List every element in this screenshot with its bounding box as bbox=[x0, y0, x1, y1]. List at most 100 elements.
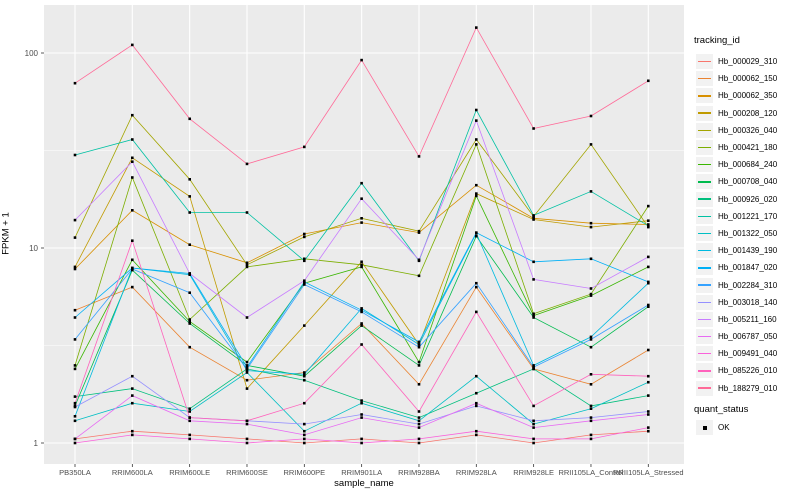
legend-item-Hb_000062_350: Hb_000062_350 bbox=[686, 87, 800, 104]
data-point bbox=[475, 183, 478, 187]
legend-label: Hb_000208_120 bbox=[718, 108, 778, 118]
data-point bbox=[303, 373, 306, 376]
data-point bbox=[73, 316, 77, 319]
legend-item-Hb_188279_010: Hb_188279_010 bbox=[686, 380, 800, 397]
legend-item-Hb_001439_190: Hb_001439_190 bbox=[686, 242, 800, 259]
data-point bbox=[417, 155, 421, 158]
data-point bbox=[475, 285, 478, 289]
data-point bbox=[131, 239, 134, 242]
data-point bbox=[360, 416, 363, 419]
data-point bbox=[360, 307, 363, 310]
legend-key-icon bbox=[696, 208, 713, 224]
data-point bbox=[131, 394, 134, 397]
data-point bbox=[188, 437, 191, 441]
data-point bbox=[73, 267, 77, 271]
legend-key-icon bbox=[696, 363, 713, 379]
data-point bbox=[245, 316, 249, 319]
data-point bbox=[188, 318, 191, 321]
data-point bbox=[589, 404, 593, 408]
data-point bbox=[532, 312, 535, 316]
data-point bbox=[647, 219, 650, 222]
legend-label: Hb_000708_040 bbox=[718, 177, 778, 187]
data-point bbox=[245, 364, 249, 367]
data-point bbox=[73, 218, 77, 222]
data-point bbox=[532, 365, 535, 369]
data-point bbox=[647, 79, 650, 83]
data-point bbox=[647, 280, 650, 284]
x-tick-label-RRII105LA_Stressed: RRII105LA_Stressed bbox=[613, 468, 683, 477]
data-point bbox=[188, 211, 191, 214]
legend-item-Hb_005211_160: Hb_005211_160 bbox=[686, 311, 800, 328]
data-point bbox=[647, 348, 650, 352]
data-point bbox=[245, 441, 249, 445]
legend-label: Hb_000684_240 bbox=[718, 160, 778, 170]
x-tick-label-RRIM928BA: RRIM928BA bbox=[398, 468, 440, 477]
legend-key-icon bbox=[696, 88, 713, 104]
data-point bbox=[73, 308, 77, 312]
data-point bbox=[245, 211, 249, 214]
data-point bbox=[475, 391, 478, 395]
data-point bbox=[360, 441, 363, 445]
data-point bbox=[589, 437, 593, 441]
data-point bbox=[589, 335, 593, 339]
x-tick-label-RRIM928LA: RRIM928LA bbox=[456, 468, 497, 477]
x-tick-label-RRIM901LA: RRIM901LA bbox=[341, 468, 382, 477]
data-point bbox=[475, 119, 478, 122]
data-point bbox=[131, 258, 134, 262]
legend-item-Hb_002284_310: Hb_002284_310 bbox=[686, 276, 800, 293]
data-point bbox=[417, 231, 421, 234]
data-point bbox=[360, 260, 363, 264]
data-point bbox=[647, 303, 650, 307]
data-point bbox=[475, 26, 478, 29]
data-point bbox=[589, 143, 593, 146]
data-point bbox=[360, 401, 363, 405]
data-point bbox=[73, 236, 77, 239]
data-point bbox=[647, 255, 650, 259]
legend-label: Hb_000421_180 bbox=[718, 143, 778, 153]
data-point bbox=[131, 285, 134, 289]
legend-label: Hb_000029_310 bbox=[718, 57, 778, 67]
data-point bbox=[589, 433, 593, 437]
quant-ok-key-icon bbox=[696, 420, 713, 436]
data-point bbox=[360, 221, 363, 224]
legend-items: Hb_000029_310 Hb_000062_150 Hb_000062_350 H… bbox=[686, 53, 800, 397]
data-point bbox=[475, 194, 478, 198]
legend-label: Hb_000062_350 bbox=[718, 91, 778, 101]
legend-key-icon bbox=[696, 243, 713, 259]
data-point bbox=[647, 224, 650, 228]
data-point bbox=[360, 322, 363, 325]
data-point bbox=[647, 380, 650, 384]
legend-key-icon bbox=[696, 260, 713, 276]
data-point bbox=[73, 415, 77, 418]
x-tick-label-RRII105LA_Control: RRII105LA_Control bbox=[558, 468, 623, 477]
legend-key-icon bbox=[696, 380, 713, 396]
data-point bbox=[475, 429, 478, 433]
data-point bbox=[303, 283, 306, 286]
legend-key-icon bbox=[696, 54, 713, 70]
legend-key-icon bbox=[696, 294, 713, 310]
data-point bbox=[303, 324, 306, 327]
legend-item-Hb_009491_040: Hb_009491_040 bbox=[686, 345, 800, 362]
data-point bbox=[360, 265, 363, 269]
data-point bbox=[131, 401, 134, 405]
data-point bbox=[303, 257, 306, 261]
legend-item-Hb_001221_170: Hb_001221_170 bbox=[686, 208, 800, 225]
data-point bbox=[589, 407, 593, 410]
data-point bbox=[417, 437, 421, 441]
legend-label: Hb_000926_020 bbox=[718, 194, 778, 204]
data-point bbox=[245, 422, 249, 426]
data-point bbox=[532, 419, 535, 423]
data-point bbox=[417, 360, 421, 364]
data-point bbox=[475, 401, 478, 405]
data-point bbox=[532, 437, 535, 441]
data-point bbox=[589, 225, 593, 229]
legend-item-Hb_000684_240: Hb_000684_240 bbox=[686, 156, 800, 173]
x-tick-label-RRIM600LA: RRIM600LA bbox=[112, 468, 153, 477]
legend-label: Hb_001439_190 bbox=[718, 246, 778, 256]
data-point bbox=[360, 324, 363, 327]
data-point bbox=[589, 190, 593, 193]
data-point bbox=[131, 374, 134, 378]
data-point bbox=[589, 292, 593, 296]
data-point bbox=[131, 267, 134, 271]
legend-key-icon bbox=[696, 157, 713, 173]
